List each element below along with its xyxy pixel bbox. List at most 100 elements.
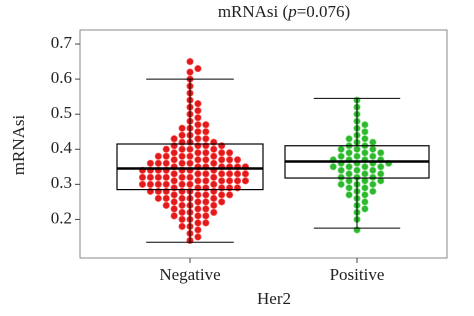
point <box>178 173 186 181</box>
point <box>202 198 210 206</box>
point <box>178 215 186 224</box>
point <box>178 180 186 188</box>
point <box>186 180 194 188</box>
point <box>345 135 353 143</box>
point <box>178 159 186 167</box>
point <box>162 180 170 188</box>
point <box>154 152 162 160</box>
point <box>369 166 377 174</box>
point <box>218 191 226 199</box>
point <box>218 170 226 178</box>
box <box>116 143 264 191</box>
point <box>170 205 178 213</box>
y-axis-label: mRNAsi <box>9 115 28 176</box>
point <box>226 149 234 157</box>
point <box>345 149 353 157</box>
y-tick-label: 0.6 <box>51 68 72 87</box>
point <box>194 226 202 234</box>
point <box>194 219 202 227</box>
point <box>138 180 147 188</box>
point <box>210 145 218 153</box>
point <box>194 212 202 220</box>
point <box>233 170 242 178</box>
point <box>194 128 202 136</box>
point <box>210 201 218 209</box>
point <box>178 208 186 216</box>
point <box>146 159 154 167</box>
x-tick-label: Positive <box>330 265 385 284</box>
point <box>194 198 202 206</box>
point <box>353 166 361 174</box>
point <box>210 152 218 160</box>
y-tick-label: 0.7 <box>51 33 73 52</box>
point <box>337 145 345 153</box>
y-tick-label: 0.5 <box>51 103 72 122</box>
point <box>178 222 186 231</box>
y-tick-label: 0.2 <box>51 208 72 227</box>
point <box>369 180 377 188</box>
point <box>170 135 178 143</box>
point <box>337 173 345 181</box>
y-tick-label: 0.4 <box>51 138 73 157</box>
point <box>194 135 202 143</box>
point <box>369 145 377 153</box>
point <box>194 233 202 241</box>
point <box>138 173 147 181</box>
point <box>337 166 345 174</box>
point <box>202 135 210 143</box>
point <box>194 114 202 122</box>
point <box>162 173 170 181</box>
point <box>361 170 369 178</box>
point <box>186 57 194 66</box>
point <box>226 177 234 185</box>
point <box>353 145 361 153</box>
point <box>241 177 250 185</box>
point <box>202 128 210 136</box>
point <box>194 170 202 178</box>
point <box>170 212 178 220</box>
point <box>345 170 353 178</box>
point <box>178 194 186 202</box>
point <box>369 138 377 146</box>
point <box>337 180 345 188</box>
point <box>170 191 178 199</box>
point <box>178 131 186 139</box>
point <box>210 180 218 188</box>
point <box>377 163 385 171</box>
point <box>369 187 377 195</box>
point <box>194 149 202 157</box>
point <box>194 100 202 108</box>
point <box>361 198 369 206</box>
point <box>162 159 170 167</box>
point <box>377 149 385 157</box>
point <box>162 152 170 160</box>
point <box>154 159 162 167</box>
point <box>202 156 210 164</box>
point <box>202 121 210 129</box>
point <box>233 156 242 164</box>
point <box>162 145 170 153</box>
point <box>178 124 186 132</box>
point <box>210 159 218 167</box>
point <box>329 163 337 171</box>
point <box>345 184 353 192</box>
point <box>170 177 178 185</box>
point <box>361 149 369 157</box>
point <box>361 184 369 192</box>
point <box>361 163 369 171</box>
point <box>241 170 250 178</box>
point <box>218 198 226 206</box>
title-italic: p <box>287 2 297 21</box>
point <box>194 64 202 73</box>
point <box>202 205 210 213</box>
point <box>146 180 154 188</box>
point <box>178 145 186 153</box>
point <box>361 121 369 129</box>
point <box>210 173 218 181</box>
point <box>186 159 194 167</box>
point <box>194 191 202 199</box>
point <box>194 156 202 164</box>
point <box>361 128 369 136</box>
point <box>170 149 178 157</box>
